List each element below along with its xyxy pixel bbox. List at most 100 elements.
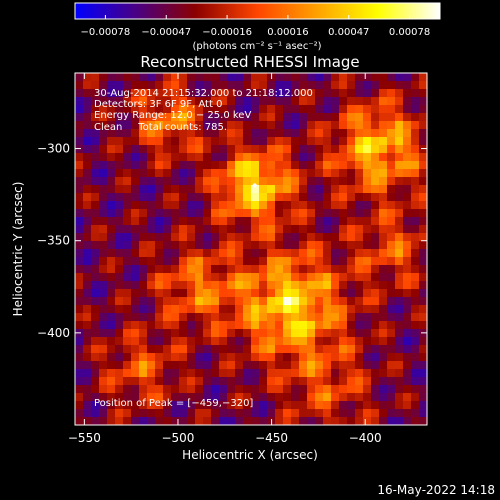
heatmap-cell — [147, 297, 156, 306]
heatmap-cell — [299, 121, 308, 130]
heatmap-cell — [99, 305, 108, 314]
heatmap-cell — [123, 137, 132, 146]
heatmap-cell — [275, 233, 284, 242]
heatmap-cell — [355, 265, 364, 274]
heatmap-cell — [315, 345, 324, 354]
heatmap-cell — [315, 385, 324, 394]
heatmap-cell — [187, 105, 196, 114]
heatmap-cell — [227, 385, 236, 394]
heatmap-cell — [147, 353, 156, 362]
heatmap-cell — [179, 73, 188, 82]
heatmap-cell — [243, 121, 252, 130]
heatmap-cell — [227, 297, 236, 306]
heatmap-cell — [235, 321, 244, 330]
heatmap-cell — [227, 89, 236, 98]
heatmap-cell — [243, 313, 252, 322]
heatmap-cell — [115, 409, 124, 418]
heatmap-cell — [243, 217, 252, 226]
heatmap-cell — [179, 137, 188, 146]
heatmap-cell — [179, 89, 188, 98]
heatmap-cell — [371, 137, 380, 146]
colorbar-tick-label: −0.00047 — [141, 27, 191, 38]
heatmap-cell — [243, 113, 252, 122]
heatmap-cell — [275, 73, 284, 82]
heatmap-cell — [363, 185, 372, 194]
heatmap-cell — [307, 169, 316, 178]
heatmap-cell — [235, 105, 244, 114]
y-tick-label: −350 — [37, 234, 70, 248]
heatmap-cell — [75, 281, 84, 290]
heatmap-cell — [115, 209, 124, 218]
heatmap-cell — [139, 145, 148, 154]
heatmap-cell — [331, 145, 340, 154]
heatmap-cell — [83, 145, 92, 154]
heatmap-cell — [155, 233, 164, 242]
heatmap-cell — [179, 281, 188, 290]
heatmap-cell — [163, 169, 172, 178]
heatmap-cell — [323, 273, 332, 282]
heatmap-cell — [139, 329, 148, 338]
heatmap-cell — [363, 353, 372, 362]
heatmap-cell — [403, 377, 412, 386]
heatmap-cell — [163, 353, 172, 362]
heatmap-cell — [267, 217, 276, 226]
heatmap-cell — [403, 89, 412, 98]
heatmap-cell — [331, 345, 340, 354]
heatmap-cell — [347, 105, 356, 114]
heatmap-cell — [235, 161, 244, 170]
heatmap-cell — [171, 321, 180, 330]
heatmap-cell — [243, 409, 252, 418]
heatmap-cell — [323, 369, 332, 378]
heatmap-cell — [179, 201, 188, 210]
heatmap-cell — [227, 329, 236, 338]
heatmap-cell — [123, 417, 132, 426]
heatmap-cell — [171, 169, 180, 178]
heatmap-cell — [123, 329, 132, 338]
heatmap-cell — [187, 89, 196, 98]
heatmap-cell — [171, 185, 180, 194]
heatmap-cell — [195, 273, 204, 282]
heatmap-cell — [331, 249, 340, 258]
heatmap-cell — [139, 97, 148, 106]
heatmap-cell — [227, 201, 236, 210]
heatmap-cell — [323, 241, 332, 250]
heatmap-cell — [315, 297, 324, 306]
heatmap-cell — [155, 185, 164, 194]
heatmap-cell — [315, 393, 324, 402]
heatmap-cell — [195, 233, 204, 242]
heatmap-cell — [411, 385, 420, 394]
heatmap-cell — [355, 385, 364, 394]
heatmap-cell — [187, 353, 196, 362]
annotation-detectors: Detectors: 3F 6F 9F, Att 0 — [94, 99, 222, 110]
heatmap-cell — [395, 121, 404, 130]
heatmap-cell — [107, 225, 116, 234]
heatmap-cell — [299, 105, 308, 114]
heatmap-cell — [355, 73, 364, 82]
heatmap-cell — [195, 105, 204, 114]
heatmap-cell — [91, 97, 100, 106]
heatmap-cell — [147, 169, 156, 178]
heatmap-cell — [115, 177, 124, 186]
heatmap-cell — [187, 265, 196, 274]
heatmap-cell — [147, 209, 156, 218]
heatmap-cell — [267, 361, 276, 370]
heatmap-cell — [267, 345, 276, 354]
heatmap-cell — [387, 369, 396, 378]
heatmap-cell — [267, 129, 276, 138]
heatmap-cell — [99, 409, 108, 418]
heatmap-cell — [267, 337, 276, 346]
heatmap-cell — [219, 137, 228, 146]
heatmap-cell — [219, 273, 228, 282]
heatmap-cell — [235, 177, 244, 186]
heatmap-cell — [275, 313, 284, 322]
heatmap-cell — [139, 121, 148, 130]
heatmap-cell — [299, 345, 308, 354]
heatmap-cell — [195, 201, 204, 210]
heatmap-cell — [339, 209, 348, 218]
heatmap-cell — [347, 97, 356, 106]
heatmap-cell — [323, 153, 332, 162]
heatmap-cell — [387, 73, 396, 82]
heatmap-cell — [187, 121, 196, 130]
heatmap-cell — [299, 97, 308, 106]
heatmap-cell — [339, 329, 348, 338]
